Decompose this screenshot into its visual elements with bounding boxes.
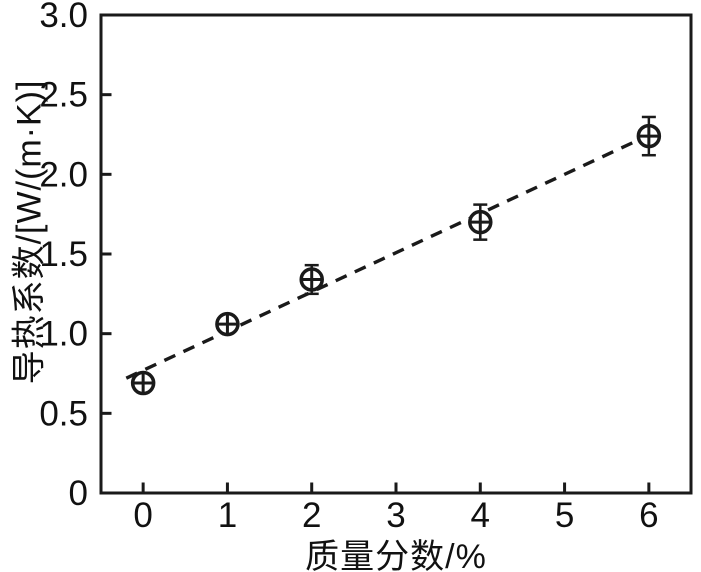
x-tick-label: 5 [555,496,574,535]
y-tick-label: 0 [69,474,88,513]
y-tick-label: 2.5 [39,76,88,115]
y-tick-label: 3.0 [39,0,88,35]
x-tick-label: 6 [639,496,658,535]
x-tick-label: 1 [218,496,237,535]
x-tick-label: 2 [302,496,321,535]
y-tick-label: 1.5 [39,235,88,274]
y-tick-label: 2.0 [39,155,88,194]
x-tick-label: 3 [386,496,405,535]
x-tick-label: 0 [133,496,152,535]
y-tick-label: 0.5 [39,394,88,433]
y-tick-label: 1.0 [39,315,88,354]
fit-line [125,133,650,380]
x-tick-label: 4 [471,496,490,535]
plot-border [99,13,693,495]
x-axis-title: 质量分数/% [305,538,487,572]
y-axis-title: 导热系数/[W/(m·K)] [10,79,49,385]
